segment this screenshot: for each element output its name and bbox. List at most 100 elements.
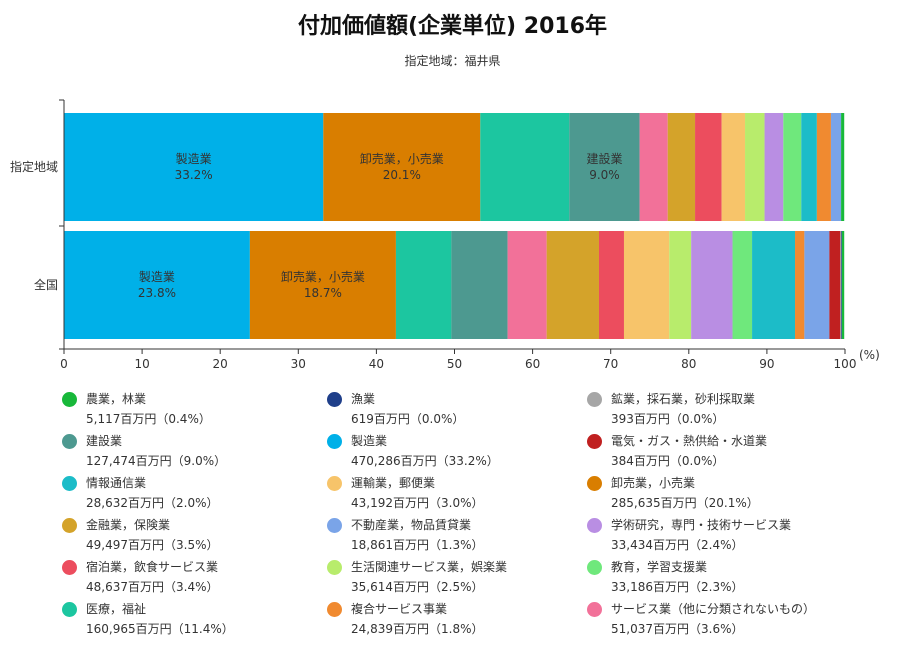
legend-item: 鉱業，採石業，砂利採取業 393百万円（0.0%） [587, 390, 867, 430]
bar-segment [841, 231, 845, 339]
bar-segment [669, 231, 692, 339]
legend-value: 160,965百万円（11.4%） [86, 622, 234, 636]
chart-title: 付加価値額(企業単位) 2016年 [298, 14, 607, 39]
bar-segment [830, 113, 842, 221]
legend-value: 43,192百万円（3.0%） [351, 496, 484, 510]
legend-item: 複合サービス事業 24,839百万円（1.8%） [327, 600, 607, 640]
legend-label: サービス業（他に分類されないもの） [611, 602, 816, 616]
bar-segment [480, 113, 570, 221]
bar-segment [764, 113, 784, 221]
x-tick-label: 50 [447, 357, 462, 371]
bar-segment [569, 113, 640, 221]
bar-label-name: 製造業 [176, 152, 212, 166]
bar-segment [801, 113, 817, 221]
bar-segment [546, 231, 599, 339]
legend-swatch [62, 434, 77, 449]
legend-label: 複合サービス事業 [351, 602, 448, 616]
legend-item: サービス業（他に分類されないもの） 51,037百万円（3.6%） [587, 600, 867, 640]
bar-label-name: 卸売業，小売業 [281, 269, 365, 284]
legend-item: 農業，林業 5,117百万円（0.4%） [62, 390, 342, 430]
legend-item: 情報通信業 28,632百万円（2.0%） [62, 474, 342, 514]
legend-value: 470,286百万円（33.2%） [351, 454, 499, 468]
bar-segment [816, 113, 831, 221]
legend-label: 医療，福祉 [86, 602, 147, 616]
legend-label: 教育，学習支援業 [611, 560, 708, 574]
bar-segment [752, 231, 796, 339]
legend-label: 不動産業，物品賃貸業 [351, 518, 472, 532]
legend-label: 生活関連サービス業，娯楽業 [351, 560, 508, 574]
y-tick-label: 指定地域 [10, 159, 58, 174]
bar-segment [395, 231, 452, 339]
legend-swatch [62, 602, 77, 617]
legend-item: 漁業 619百万円（0.0%） [327, 390, 607, 430]
legend-value: 33,434百万円（2.4%） [611, 538, 744, 552]
x-axis-unit-label: (%) [859, 348, 880, 362]
legend-item: 製造業 470,286百万円（33.2%） [327, 432, 607, 472]
legend-label: 金融業，保険業 [86, 518, 171, 532]
legend-swatch [327, 560, 342, 575]
x-tick-label: 0 [60, 357, 68, 371]
bar-label-value: 23.8% [138, 286, 176, 300]
legend-label: 情報通信業 [86, 476, 147, 490]
legend-label: 漁業 [351, 392, 376, 406]
y-tick-label: 全国 [34, 277, 58, 292]
bar-segment [745, 113, 765, 221]
legend-value: 48,637百万円（3.4%） [86, 580, 219, 594]
legend-value: 619百万円（0.0%） [351, 412, 465, 426]
x-tick-label: 30 [291, 357, 306, 371]
bar-segment [639, 113, 668, 221]
legend-swatch [587, 602, 602, 617]
legend-swatch [62, 518, 77, 533]
legend-swatch [327, 392, 342, 407]
legend-value: 33,186百万円（2.3%） [611, 580, 744, 594]
x-tick-label: 10 [134, 357, 149, 371]
legend-swatch [587, 560, 602, 575]
legend-value: 18,861百万円（1.3%） [351, 538, 484, 552]
legend-label: 宿泊業，飲食サービス業 [86, 560, 219, 574]
bar-label-value: 18.7% [304, 286, 342, 300]
legend-item: 建設業 127,474百万円（9.0%） [62, 432, 342, 472]
legend-item: 医療，福祉 160,965百万円（11.4%） [62, 600, 342, 640]
bar-segment [783, 113, 802, 221]
legend-item: 学術研究，専門・技術サービス業 33,434百万円（2.4%） [587, 516, 867, 556]
bar-label-name: 卸売業，小売業 [360, 151, 444, 166]
bar-segment [64, 231, 250, 339]
legend-value: 393百万円（0.0%） [611, 412, 725, 426]
legend-label: 農業，林業 [86, 392, 147, 406]
bar-segment [829, 231, 841, 339]
bar-segment [804, 231, 830, 339]
x-tick-label: 60 [525, 357, 540, 371]
legend-swatch [587, 476, 602, 491]
legend-value: 35,614百万円（2.5%） [351, 580, 484, 594]
legend-value: 127,474百万円（9.0%） [86, 454, 227, 468]
legend-swatch [587, 434, 602, 449]
legend-swatch [587, 392, 602, 407]
legend-value: 384百万円（0.0%） [611, 454, 725, 468]
bar-segment [841, 231, 842, 339]
bar-segment [507, 231, 547, 339]
legend-item: 宿泊業，飲食サービス業 48,637百万円（3.4%） [62, 558, 342, 598]
x-tick-label: 20 [213, 357, 228, 371]
bar-segment [323, 113, 481, 221]
x-tick-label: 90 [759, 357, 774, 371]
legend-swatch [62, 476, 77, 491]
bar-segment [841, 113, 845, 221]
bar-segment [840, 231, 842, 339]
legend-swatch [587, 518, 602, 533]
bar-segment [598, 231, 624, 339]
legend-item: 生活関連サービス業，娯楽業 35,614百万円（2.5%） [327, 558, 607, 598]
bar-label-value: 9.0% [589, 168, 620, 182]
legend-item: 卸売業，小売業 285,635百万円（20.1%） [587, 474, 867, 514]
x-tick-label: 70 [603, 357, 618, 371]
x-tick-label: 80 [681, 357, 696, 371]
chart-subtitle: 指定地域：福井県 [404, 54, 501, 68]
legend-label: 製造業 [351, 434, 388, 448]
legend-label: 電気・ガス・熱供給・水道業 [611, 434, 768, 448]
legend-value: 28,632百万円（2.0%） [86, 496, 219, 510]
legend-value: 5,117百万円（0.4%） [86, 412, 211, 426]
bar-segment [695, 113, 722, 221]
bar-segment [64, 113, 324, 221]
bar-label-name: 建設業 [586, 151, 622, 166]
legend-swatch [327, 602, 342, 617]
bar-label-value: 33.2% [175, 168, 213, 182]
